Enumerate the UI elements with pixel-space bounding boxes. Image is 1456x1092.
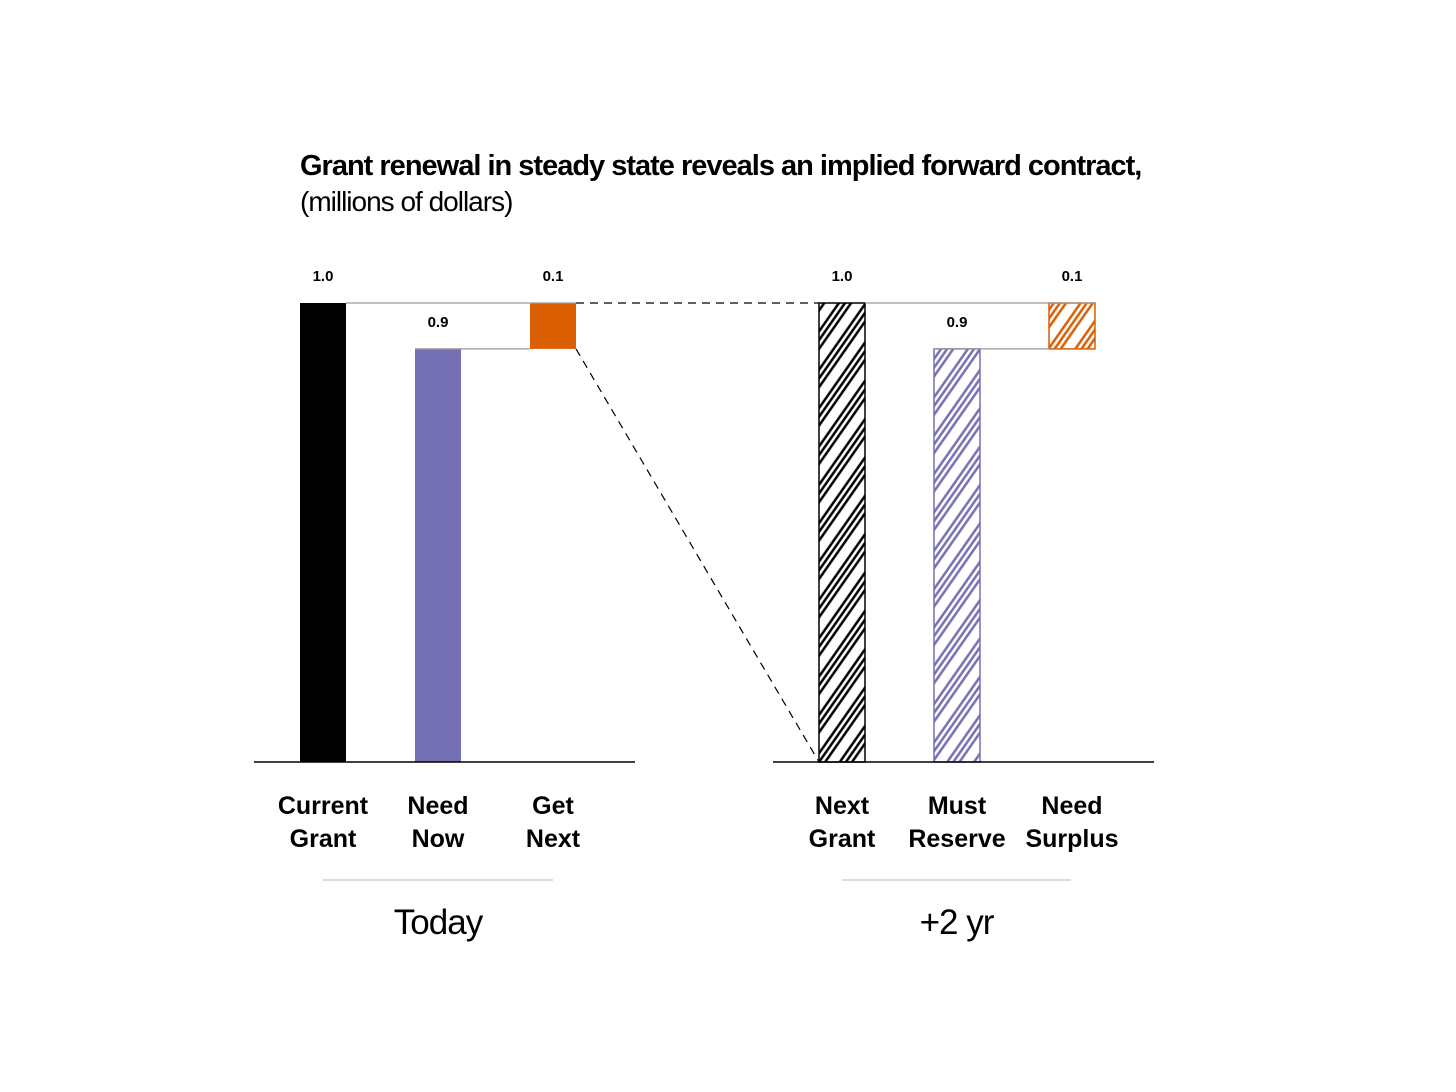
bar	[1048, 302, 1096, 350]
category-label: Need Surplus	[1025, 792, 1118, 853]
category-label: Next Grant	[809, 792, 876, 853]
data-label: 0.9	[947, 314, 968, 331]
category-label: Must Reserve	[908, 792, 1005, 853]
bar	[818, 302, 866, 763]
data-label: 1.0	[832, 268, 853, 285]
projection-line-bottom	[575, 348, 820, 763]
chart-subtitle: (millions of dollars)	[300, 186, 513, 217]
chart-panel-1: 1.0 Current Grant 0.9 Need Now 0.1 Get Next Today	[254, 268, 635, 942]
bar	[415, 348, 461, 762]
data-label: 0.1	[1062, 268, 1083, 285]
bar	[300, 303, 346, 762]
chart-title: Grant renewal in steady state reveals an…	[300, 150, 1142, 182]
category-label: Need Now	[407, 792, 468, 853]
group-label: Today	[394, 903, 484, 942]
data-label: 1.0	[313, 268, 334, 285]
bar	[933, 348, 981, 763]
category-label: Current Grant	[278, 792, 369, 853]
bar	[530, 303, 576, 349]
chart-panel-2: 1.0 Next Grant 0.9 Must Reserve 0.1 Need Surplus…	[773, 268, 1154, 942]
group-label: +2 yr	[920, 903, 995, 942]
category-label: Get Next	[526, 792, 581, 853]
data-label: 0.9	[428, 314, 449, 331]
data-label: 0.1	[543, 268, 564, 285]
